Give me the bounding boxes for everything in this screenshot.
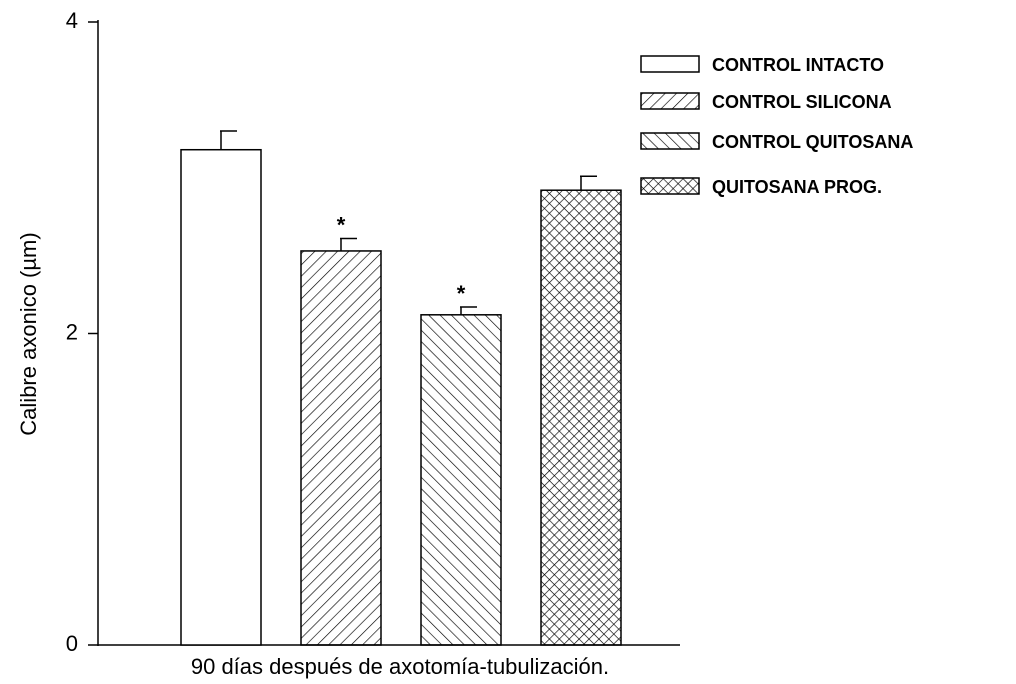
y-axis-label: Calibre axonico (µm) bbox=[16, 232, 41, 435]
bar bbox=[300, 250, 382, 646]
y-tick-label: 0 bbox=[66, 631, 78, 656]
y-tick-label: 2 bbox=[66, 319, 78, 344]
annotation: * bbox=[337, 212, 346, 237]
legend-label: QUITOSANA PROG. bbox=[712, 177, 882, 197]
legend-label: CONTROL QUITOSANA bbox=[712, 132, 913, 152]
y-tick-label: 4 bbox=[66, 8, 78, 33]
legend-label: CONTROL SILICONA bbox=[712, 92, 892, 112]
annotation: * bbox=[457, 281, 466, 306]
bar bbox=[420, 314, 502, 646]
legend-swatch bbox=[640, 55, 700, 73]
legend-swatch bbox=[640, 92, 700, 110]
x-axis-label: 90 días después de axotomía-tubulización… bbox=[191, 654, 609, 679]
bar bbox=[180, 148, 262, 646]
legend-swatch bbox=[640, 132, 700, 150]
legend-swatch bbox=[640, 177, 700, 195]
bar bbox=[540, 189, 622, 646]
legend-label: CONTROL INTACTO bbox=[712, 55, 884, 75]
